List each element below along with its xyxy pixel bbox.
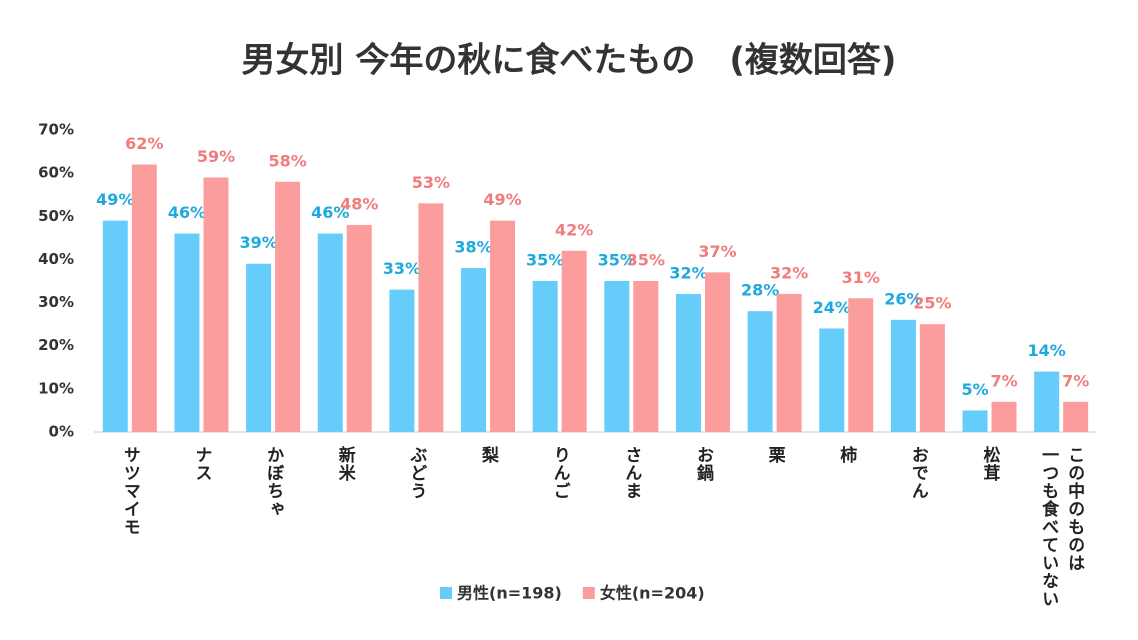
value-label: 25% — [913, 294, 951, 313]
bar — [174, 233, 200, 432]
value-label: 49% — [483, 190, 521, 209]
x-tick-label: かぼちゃ — [263, 446, 284, 518]
value-label: 24% — [813, 298, 851, 317]
x-tick-label: 新米 — [334, 446, 355, 482]
value-label: 59% — [197, 147, 235, 166]
x-tick-label: 柿 — [836, 446, 857, 464]
value-label: 26% — [884, 289, 922, 308]
value-label: 35% — [598, 251, 636, 270]
bar — [890, 319, 916, 432]
bar — [747, 311, 773, 432]
x-tick-label: 栗 — [764, 446, 785, 464]
bar — [991, 401, 1017, 432]
value-label: 35% — [627, 251, 665, 270]
value-label: 35% — [526, 251, 564, 270]
value-label: 14% — [1028, 341, 1066, 360]
y-tick-label: 60% — [38, 164, 74, 182]
value-label: 49% — [96, 190, 134, 209]
value-label: 38% — [454, 238, 492, 257]
value-label: 48% — [340, 194, 378, 213]
y-tick-label: 20% — [38, 336, 74, 354]
x-tick-label: この中のものは 一つも食べていない — [1038, 446, 1085, 608]
bar — [389, 289, 415, 432]
x-tick-label: 梨 — [478, 446, 499, 464]
bar — [1063, 401, 1089, 432]
bar — [490, 220, 516, 432]
x-tick-label: ぶどう — [406, 446, 427, 500]
bar — [819, 328, 845, 432]
x-tick-label: おでん — [907, 446, 928, 500]
x-tick-label: サツマイモ — [119, 446, 140, 536]
bar — [704, 272, 730, 432]
bar — [275, 181, 301, 432]
legend-swatch — [440, 587, 452, 599]
y-tick-label: 40% — [38, 250, 74, 268]
x-tick-label: りんご — [549, 446, 570, 500]
value-label: 5% — [961, 380, 988, 399]
y-tick-label: 10% — [38, 379, 74, 397]
value-label: 7% — [990, 371, 1017, 390]
bar — [246, 263, 272, 432]
bar — [102, 220, 128, 432]
legend-swatch — [582, 587, 595, 599]
bar — [848, 298, 874, 432]
value-label: 62% — [125, 134, 163, 153]
value-label: 32% — [770, 263, 808, 282]
value-label: 28% — [741, 281, 779, 300]
bar — [203, 177, 229, 432]
x-tick-label: お鍋 — [692, 446, 713, 482]
value-label: 46% — [168, 203, 206, 222]
bar — [418, 203, 444, 432]
value-label: 32% — [669, 263, 707, 282]
value-label: 53% — [412, 173, 450, 192]
value-label: 31% — [842, 268, 880, 287]
bar — [604, 281, 630, 432]
value-label: 46% — [311, 203, 349, 222]
value-label: 7% — [1062, 371, 1089, 390]
value-label: 33% — [383, 259, 421, 278]
bar — [1034, 371, 1060, 432]
y-tick-label: 70% — [38, 121, 74, 139]
bar — [346, 224, 372, 432]
bar — [776, 293, 802, 432]
x-tick-label: さんま — [621, 446, 642, 500]
value-label: 37% — [698, 242, 736, 261]
value-label: 39% — [239, 233, 277, 252]
y-tick-label: 30% — [38, 293, 74, 311]
bar — [532, 281, 558, 432]
legend-label: 男性(n=198) — [457, 584, 562, 603]
bar — [561, 250, 587, 432]
bar — [633, 281, 659, 432]
value-label: 42% — [555, 220, 593, 239]
value-label: 58% — [268, 151, 306, 170]
bar — [131, 164, 157, 432]
y-tick-label: 0% — [49, 423, 74, 441]
x-tick-label: 松茸 — [979, 446, 1000, 482]
x-tick-label: ナス — [191, 446, 212, 482]
bar — [317, 233, 343, 432]
chart-title: 男女別 今年の秋に食べたもの (複数回答) — [242, 41, 897, 81]
bar — [962, 410, 988, 432]
legend-label: 女性(n=204) — [600, 584, 705, 603]
bar — [461, 268, 487, 432]
y-tick-label: 50% — [38, 207, 74, 225]
bar — [675, 293, 701, 432]
bar — [919, 324, 945, 432]
